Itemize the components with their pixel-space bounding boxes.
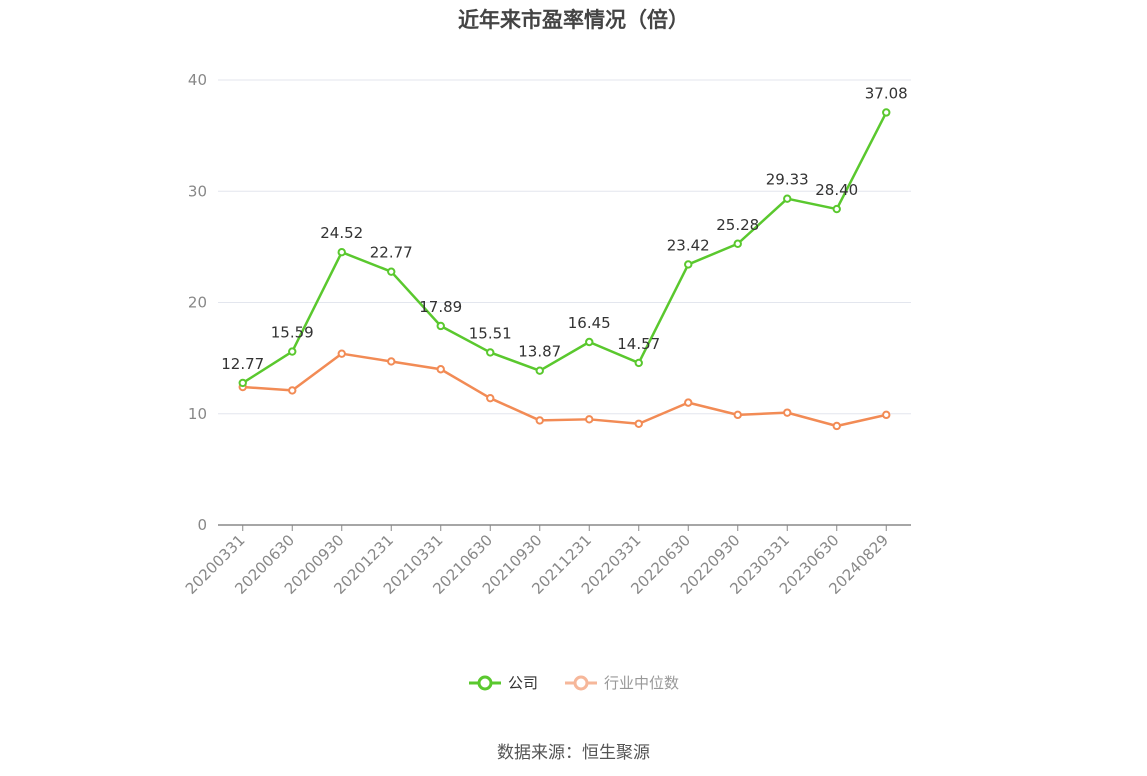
company-data-label: 28.40 [815, 181, 858, 199]
company-data-label: 24.52 [320, 224, 363, 242]
industry-data-point[interactable] [486, 393, 495, 403]
industry-data-point[interactable] [387, 357, 396, 366]
y-tick-label: 30 [188, 182, 207, 200]
company-data-point[interactable] [436, 321, 445, 331]
chart-title: 近年来市盈率情况（倍） [458, 8, 689, 32]
company-data-point[interactable] [684, 260, 693, 269]
industry-data-point[interactable] [436, 365, 445, 374]
company-data-label: 37.08 [865, 84, 908, 102]
company-data-label: 22.77 [370, 244, 413, 262]
industry-data-point[interactable] [832, 421, 841, 431]
company-data-point[interactable] [585, 337, 594, 347]
company-data-label: 15.51 [469, 324, 512, 342]
data-source: 数据来源：恒生聚源 [497, 743, 650, 763]
company-data-point[interactable] [733, 239, 742, 248]
y-tick-label: 0 [197, 516, 207, 534]
company-data-point[interactable] [387, 267, 396, 276]
company-data-label: 29.33 [766, 171, 809, 189]
y-tick-label: 20 [188, 294, 207, 312]
company-data-point[interactable] [634, 358, 643, 368]
legend-item-company[interactable]: 公司 [468, 672, 538, 693]
company-data-label: 17.89 [419, 298, 462, 316]
company-data-label: 12.77 [221, 355, 264, 373]
industry-data-point[interactable] [535, 416, 544, 425]
company-data-point[interactable] [832, 204, 841, 214]
company-data-point[interactable] [783, 194, 792, 203]
industry-data-point[interactable] [733, 410, 742, 420]
company-series-line [242, 111, 888, 384]
industry-data-point[interactable] [783, 408, 792, 417]
company-data-point[interactable] [288, 347, 297, 356]
x-axis: 2020033120200630202009302020123120210331… [182, 524, 911, 598]
legend-company-marker-icon [468, 675, 501, 690]
legend-industry-marker-icon [565, 675, 597, 690]
legend-industry-label: 行业中位数 [604, 674, 680, 692]
company-data-label: 25.28 [716, 216, 759, 234]
company-data-label: 15.59 [271, 324, 314, 342]
industry-data-point[interactable] [634, 419, 643, 428]
company-data-point[interactable] [486, 348, 495, 357]
industry-data-point[interactable] [337, 349, 346, 358]
grid-lines [218, 79, 911, 415]
data-labels: 12.77 15.59 24.52 22.77 17.89 15.51 13.87 16.45… [221, 84, 907, 372]
company-data-point[interactable] [535, 366, 544, 375]
industry-data-point[interactable] [882, 410, 891, 420]
company-data-point[interactable] [882, 108, 891, 117]
industry-data-point[interactable] [288, 386, 297, 395]
industry-series-line [242, 352, 887, 428]
company-data-point[interactable] [337, 248, 346, 257]
industry-data-point[interactable] [684, 398, 693, 407]
company-data-label: 23.42 [667, 236, 710, 254]
company-data-label: 14.57 [617, 335, 660, 353]
company-data-label: 16.45 [568, 314, 611, 332]
y-axis: 0 10 20 30 40 [188, 71, 207, 534]
company-data-label: 13.87 [518, 343, 561, 361]
series-group [238, 108, 891, 431]
legend-company-label: 公司 [507, 674, 538, 692]
industry-data-point[interactable] [585, 415, 594, 424]
y-tick-label: 40 [188, 71, 207, 89]
company-data-point[interactable] [238, 378, 247, 388]
y-tick-label: 10 [188, 405, 207, 423]
legend: 公司 行业中位数 [0, 672, 1147, 693]
legend-item-industry[interactable]: 行业中位数 [564, 672, 679, 693]
